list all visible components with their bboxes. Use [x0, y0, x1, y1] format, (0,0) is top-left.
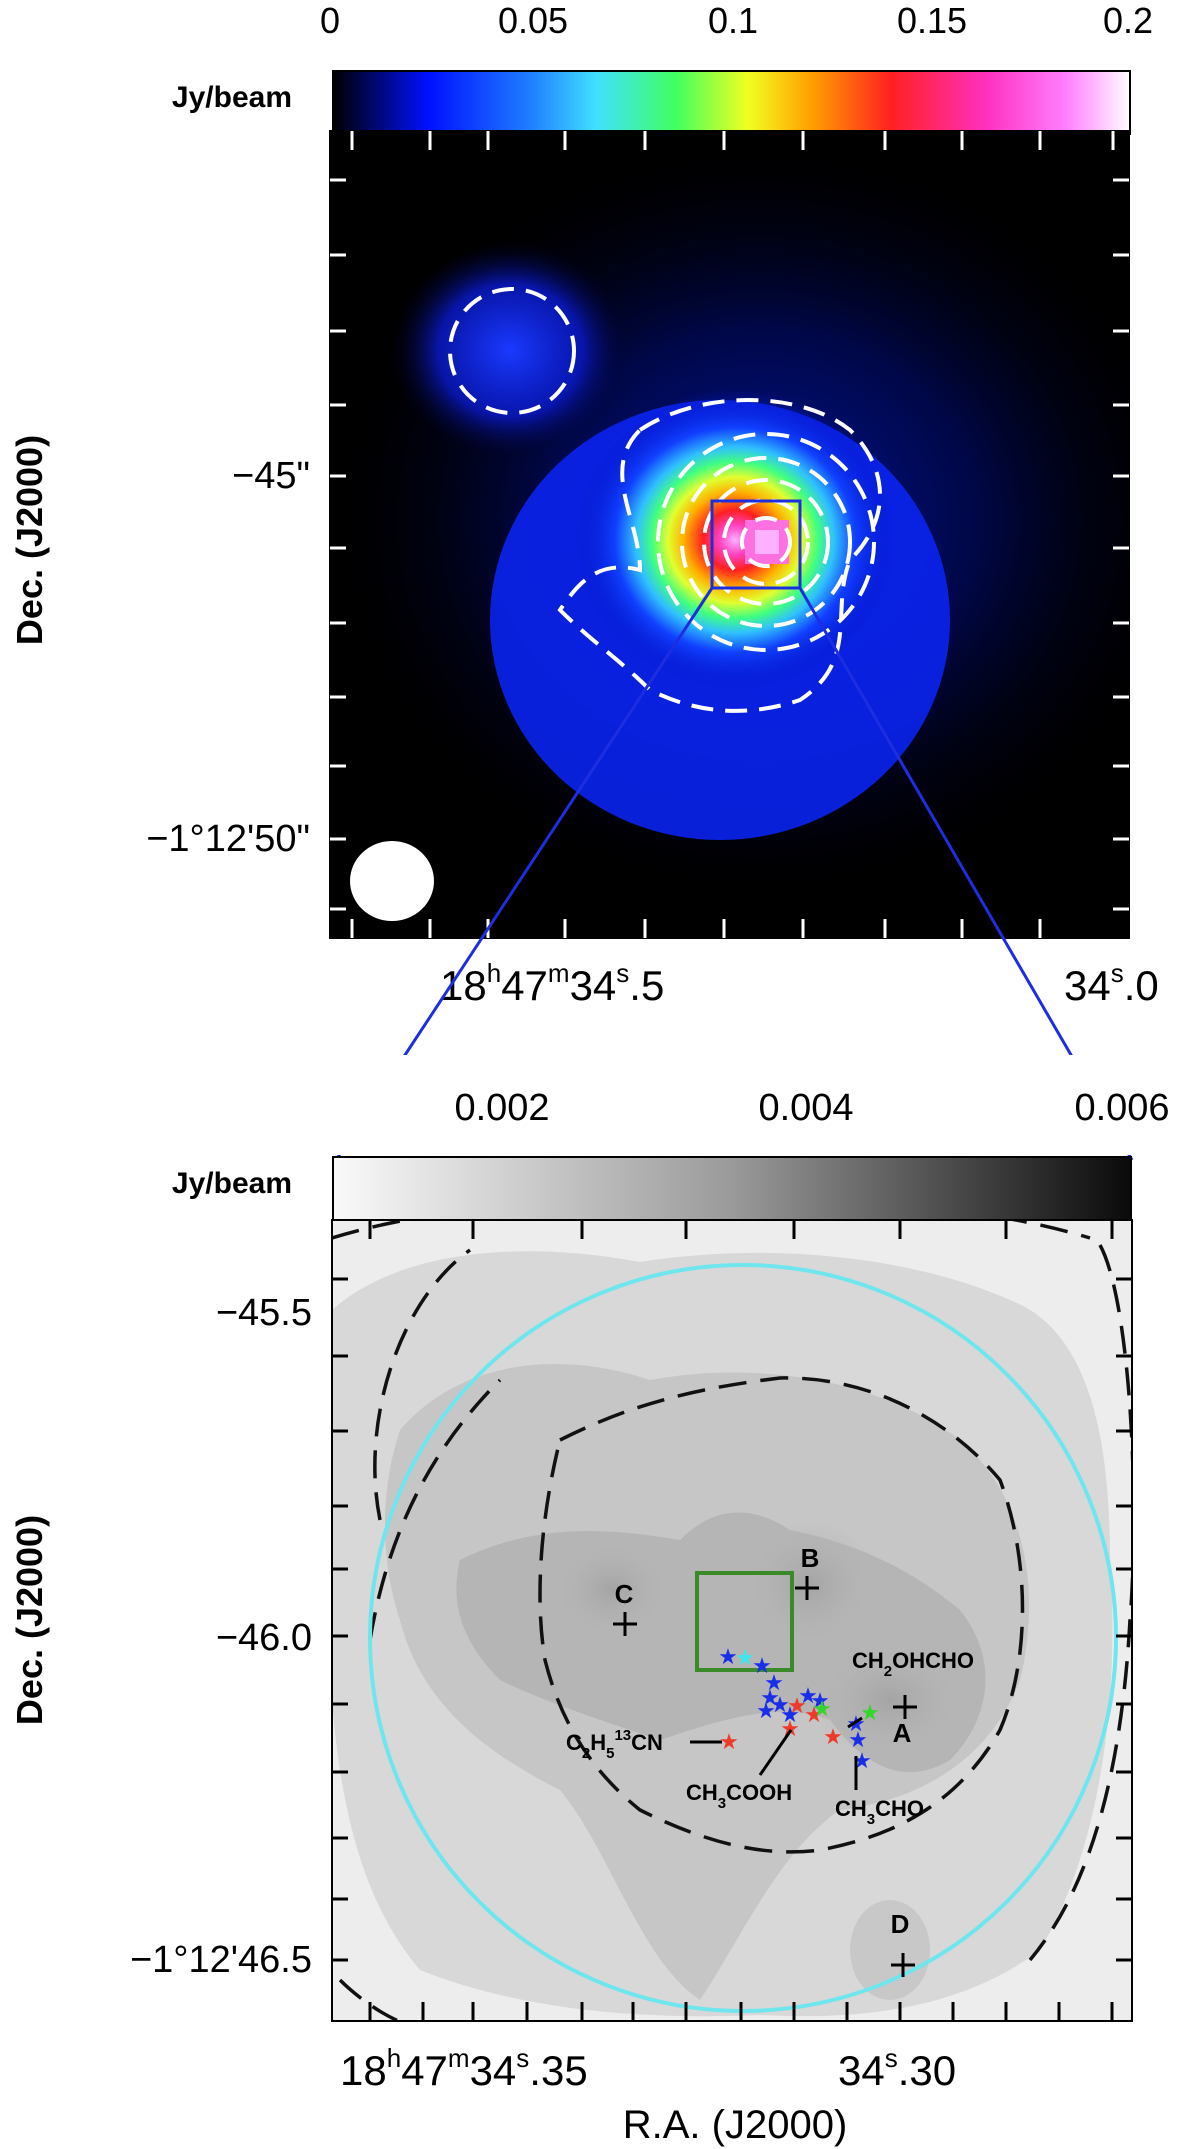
- bottom-ylabel: Dec. (J2000): [9, 1515, 50, 1725]
- bottom-y-tick: −45.5: [216, 1292, 312, 1334]
- star-green: ★: [812, 1696, 832, 1721]
- bottom-panel: 0.002 0.004 0.006 Jy/beam: [9, 1055, 1180, 2147]
- bottom-colorbar-tick: 0.006: [1074, 1087, 1169, 1129]
- bottom-x-tick: 18h47m34s.35: [340, 2043, 588, 2094]
- top-colorbar-tick: 0.1: [708, 0, 758, 41]
- top-ylabel: Dec. (J2000): [9, 435, 50, 645]
- star-red: ★: [804, 1702, 824, 1727]
- top-colorbar-tick: 0.05: [498, 0, 568, 41]
- top-panel: 0 0.05 0.1 0.15 0.2 Jy/beam: [9, 0, 1159, 1009]
- star-red: ★: [780, 1716, 800, 1741]
- molecule-stars: ★ ★ ★ ★ ★ ★ ★ ★ ★ ★ ★ ★ ★ ★ ★ ★ ★ ★ ★ ★: [718, 1644, 880, 1773]
- top-colorbar: [332, 70, 1131, 135]
- source-crosses: [613, 1576, 917, 1977]
- top-colorbar-tick: 0.2: [1103, 0, 1153, 41]
- source-label-a: A: [893, 1718, 912, 1748]
- bottom-cyan-circle: [368, 1263, 1118, 2013]
- top-colorbar-tick: 0.15: [897, 0, 967, 41]
- star-red: ★: [823, 1724, 843, 1749]
- bottom-contours: [332, 1220, 1132, 2021]
- top-zoom-box: [710, 499, 802, 590]
- star-blue: ★: [770, 1692, 790, 1717]
- bottom-xlabel: R.A. (J2000): [623, 2103, 848, 2147]
- star-blue: ★: [756, 1698, 776, 1723]
- star-cyan: ★: [735, 1645, 755, 1670]
- top-y-tick: −45": [232, 455, 310, 497]
- source-label-d: D: [891, 1909, 910, 1939]
- bottom-colorbar: [332, 1156, 1132, 1221]
- star-blue: ★: [810, 1688, 830, 1713]
- top-contours: [448, 287, 882, 713]
- top-x-tick: 18h47m34s.5: [440, 958, 664, 1009]
- bottom-colorbar-tick: 0.002: [454, 1087, 549, 1129]
- star-blue: ★: [764, 1670, 784, 1695]
- top-colorbar-unit: Jy/beam: [172, 81, 292, 114]
- source-label-c: C: [615, 1579, 634, 1609]
- star-blue: ★: [752, 1653, 772, 1678]
- top-image: [330, 131, 1129, 938]
- star-blue: ★: [718, 1644, 738, 1669]
- bottom-colorbar-unit: Jy/beam: [172, 1167, 292, 1200]
- star-red: ★: [787, 1693, 807, 1718]
- bottom-y-tick: −46.0: [216, 1617, 312, 1659]
- star-blue: ★: [780, 1702, 800, 1727]
- star-red: ★: [719, 1729, 739, 1754]
- leader-lines: [690, 1716, 863, 1790]
- star-green: ★: [860, 1700, 880, 1725]
- beam-ellipse: [350, 841, 434, 921]
- label-ch3cho: CH3CHO: [835, 1796, 924, 1828]
- top-x-tick: 34s.0: [1064, 958, 1159, 1009]
- bottom-ticks: [332, 1220, 1132, 2021]
- label-ch2ohcho: CH2OHCHO: [852, 1648, 974, 1680]
- star-blue: ★: [848, 1727, 868, 1752]
- star-blue: ★: [760, 1685, 780, 1710]
- top-y-tick: −1°12'50": [146, 818, 310, 860]
- top-colorbar-tick: 0: [320, 0, 340, 41]
- label-ch3cooh: CH3COOH: [686, 1780, 792, 1812]
- bottom-y-tick: −1°12'46.5: [130, 1939, 312, 1981]
- bottom-green-box: [695, 1571, 794, 1672]
- source-label-b: B: [801, 1543, 820, 1573]
- bottom-x-tick: 34s.30: [838, 2043, 956, 2094]
- bottom-image: B C A D ★ ★ ★ ★ ★ ★ ★ ★ ★ ★ ★ ★ ★ ★ ★ ★: [332, 1220, 1132, 2021]
- top-ticks: [330, 131, 1129, 938]
- label-c2h5-13cn: C2H513CN: [566, 1727, 663, 1762]
- star-blue: ★: [798, 1683, 818, 1708]
- bottom-colorbar-tick: 0.004: [758, 1087, 853, 1129]
